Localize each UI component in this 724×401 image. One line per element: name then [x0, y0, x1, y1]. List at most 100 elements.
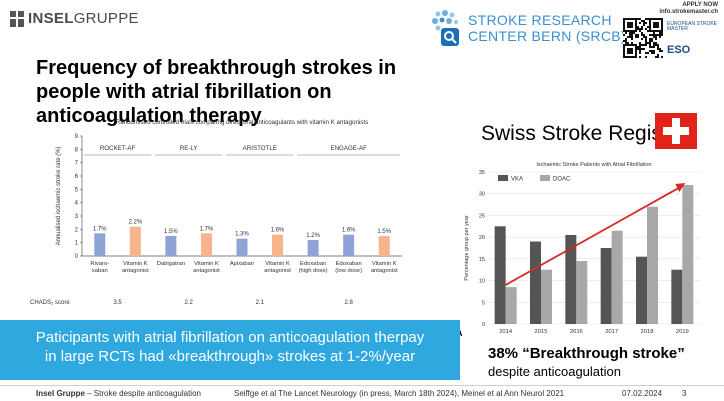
- breakthrough-subtitle: despite anticoagulation: [488, 364, 621, 379]
- bar: [94, 233, 106, 256]
- y-tick-label: 6: [75, 174, 79, 180]
- y-tick-label: 0: [75, 254, 79, 260]
- breakthrough-title: 38% “Breakthrough stroke”: [488, 345, 685, 362]
- srcb-logo: STROKE RESEARCH CENTER BERN (SRCB): [428, 8, 626, 48]
- rct-stroke-rate-chart: Randomised controlled trials comparing d…: [30, 119, 402, 306]
- category-label: xaban: [92, 268, 108, 274]
- magnifier-brain-icon: [432, 10, 459, 46]
- bar-value-label: 1.6%: [271, 228, 285, 234]
- footer-page-number: 3: [682, 389, 687, 398]
- bar-vka: [671, 269, 683, 324]
- y-axis-label: Annualised ischaemic stroke rate (%): [56, 146, 62, 245]
- category-label: Edoxaban: [336, 261, 362, 267]
- chart-title: Randomised controlled trials comparing d…: [116, 119, 368, 126]
- legend-label: VKA: [511, 177, 523, 183]
- bar-doac: [576, 261, 588, 324]
- y-tick-label: 20: [479, 235, 485, 241]
- inselgruppe-logo: INSELGRUPPE: [10, 10, 139, 27]
- plot-area: [488, 172, 700, 324]
- chads-score: 2.1: [256, 300, 265, 306]
- bar-vka: [636, 256, 647, 324]
- trial-name: ENGAGE-AF: [330, 145, 367, 152]
- bar-value-label: 1.6%: [342, 228, 356, 234]
- slide-title: Frequency of breakthrough strokes in peo…: [36, 57, 397, 127]
- chart-title: Ischaemic Stroke Patients with Atrial Fi…: [536, 162, 651, 168]
- y-tick-label: 5: [75, 187, 79, 193]
- bar-doac: [647, 206, 658, 324]
- srcb-line-1: STROKE RESEARCH: [468, 12, 612, 28]
- bar-value-label: 1.7%: [93, 226, 107, 232]
- category-label: antagonist: [264, 268, 291, 274]
- footer-date: 07.02.2024: [622, 389, 663, 398]
- y-tick-label: 25: [479, 213, 485, 219]
- trend-arrow-line: [505, 186, 681, 286]
- category-label: Vitamin K: [123, 261, 148, 267]
- banner-line-2: in large RCTs had «breakthrough» strokes…: [44, 348, 416, 365]
- footer-org: Insel Gruppe – Stroke despite anticoagul…: [36, 389, 201, 398]
- bar: [272, 234, 284, 256]
- y-tick-label: 30: [479, 192, 485, 198]
- bar-vka: [600, 248, 612, 324]
- swiss-registry-chart: Ischaemic Stroke Patients with Atrial Fi…: [456, 162, 700, 338]
- category-label: antagonist: [122, 268, 149, 274]
- category-label: Edoxaban: [300, 261, 326, 267]
- swiss-flag-icon: [655, 113, 697, 149]
- bar: [129, 226, 141, 256]
- y-tick-label: 8: [75, 147, 79, 153]
- y-axis-label: Percentage group per year: [464, 215, 470, 281]
- category-label: antagonist: [371, 268, 398, 274]
- bar: [200, 233, 212, 256]
- x-tick-label: 2017: [605, 329, 618, 335]
- chads-label: CHADS₂ score: [30, 300, 70, 306]
- legend-swatch: [540, 175, 550, 181]
- y-tick-label: 5: [482, 300, 485, 306]
- category-label: Vitamin K: [194, 261, 219, 267]
- bar-value-label: 1.5%: [164, 229, 178, 235]
- category-label: Dabigatran: [157, 261, 185, 267]
- x-tick-label: 2018: [641, 329, 654, 335]
- srcb-line-2: CENTER BERN (SRCB): [468, 28, 626, 44]
- bar-doac: [682, 185, 694, 324]
- banner-line-1: Paticipants with atrial fibrillation on …: [35, 329, 425, 346]
- trial-name: ROCKET-AF: [100, 145, 136, 152]
- summary-banner: Paticipants with atrial fibrillation on …: [0, 320, 460, 380]
- bar-vka: [530, 241, 541, 324]
- registry-title: Swiss Stroke Registry: [481, 122, 686, 145]
- bar: [236, 238, 248, 256]
- category-label: (low dose): [335, 268, 362, 274]
- insel-cross-icon: [10, 10, 24, 27]
- trend-arrow-head: [675, 183, 686, 193]
- y-tick-label: 15: [479, 257, 485, 263]
- bar-value-label: 1.7%: [200, 226, 214, 232]
- bar-value-label: 2.2%: [128, 220, 142, 226]
- bar: [343, 234, 355, 256]
- footer-citation: Seiffge et al The Lancet Neurology (in p…: [234, 389, 565, 398]
- y-tick-label: 1: [75, 241, 79, 247]
- category-label: Rivaro-: [90, 261, 109, 267]
- bar: [378, 236, 390, 256]
- eso-logo: ESO: [667, 44, 691, 56]
- y-tick-label: 7: [75, 161, 79, 167]
- trial-name: RE-LY: [180, 145, 198, 152]
- category-label: Vitamin K: [265, 261, 290, 267]
- bar-value-label: 1.2%: [306, 233, 320, 239]
- slide-footer: Insel Gruppe – Stroke despite anticoagul…: [0, 385, 724, 401]
- y-tick-label: 4: [75, 201, 79, 207]
- chads-score: 2.2: [184, 300, 193, 306]
- apply-now-note: APPLY NOW info.strokemaster.ch: [659, 2, 718, 15]
- y-tick-label: 9: [75, 134, 79, 140]
- inselgruppe-wordmark: INSELGRUPPE: [28, 10, 139, 27]
- category-label: (high dose): [299, 268, 328, 274]
- legend-swatch: [498, 175, 508, 181]
- qr-code-icon: [623, 18, 663, 58]
- bar-vka: [494, 226, 506, 324]
- bar-value-label: 1.3%: [235, 232, 249, 238]
- bar: [165, 236, 177, 256]
- bar-vka: [565, 234, 577, 324]
- bar: [307, 240, 319, 256]
- trial-name: ARISTOTLE: [243, 145, 277, 152]
- bar-value-label: 1.5%: [377, 229, 391, 235]
- category-label: Vitamin K: [372, 261, 397, 267]
- bar-doac: [611, 230, 623, 324]
- x-tick-label: 2019: [676, 329, 689, 335]
